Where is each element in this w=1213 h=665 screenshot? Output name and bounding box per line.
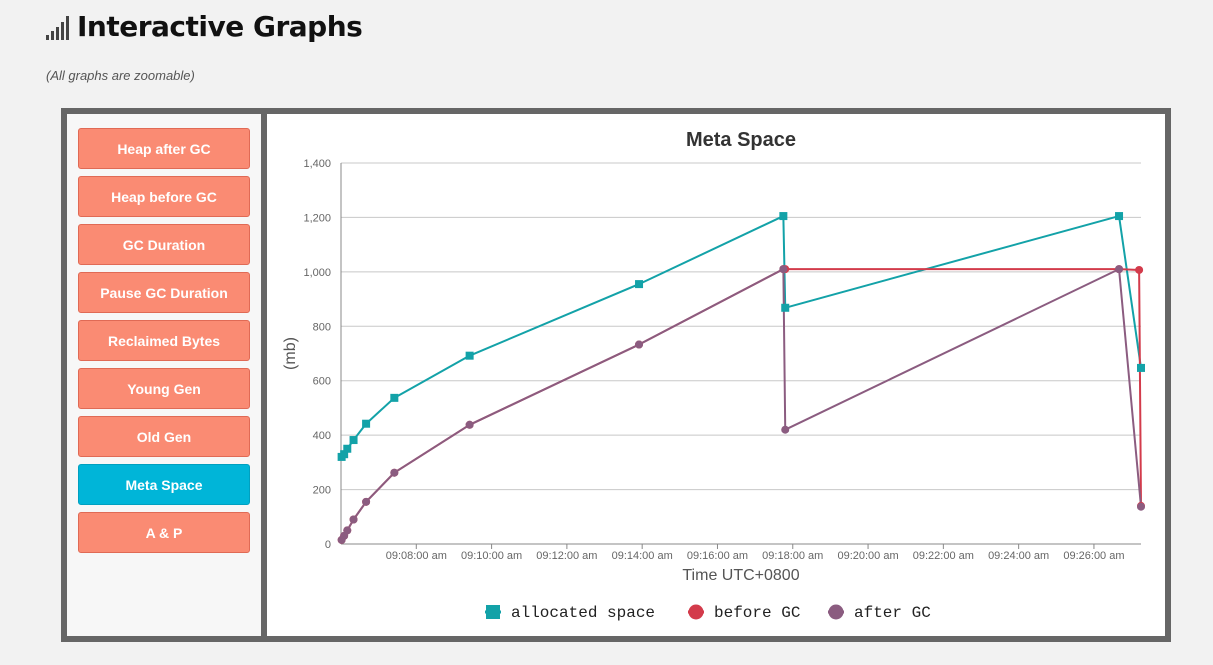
data-point-allocated-space [781,303,790,312]
nav-button-a-and-p[interactable]: A & P [78,512,250,553]
y-tick-label: 1,000 [303,267,331,279]
x-tick-label: 09:26:00 am [1063,550,1124,562]
nav-button-gc-duration[interactable]: GC Duration [78,224,250,265]
y-tick-label: 800 [313,321,331,333]
page-header: Interactive Graphs [46,10,363,43]
nav-button-reclaimed-bytes[interactable]: Reclaimed Bytes [78,320,250,361]
y-tick-label: 0 [325,539,331,551]
page-title: Interactive Graphs [77,10,363,43]
data-point-before-gc [1135,265,1144,274]
data-point-after-gc [781,425,790,434]
data-point-allocated-space [340,450,349,459]
nav-button-heap-before-gc[interactable]: Heap before GC [78,176,250,217]
x-tick-label: 09:18:00 am [762,550,823,562]
data-point-allocated-space [349,436,358,445]
data-point-allocated-space [343,444,352,453]
data-point-allocated-space [465,351,474,360]
y-tick-label: 1,200 [303,212,331,224]
y-axis-title: (mb) [282,337,299,370]
legend-label-before-gc: before GC [714,604,800,622]
data-point-allocated-space [779,212,788,221]
signal-bars-icon [46,14,69,40]
data-point-after-gc [1137,502,1145,511]
x-tick-label: 09:08:00 am [386,550,447,562]
x-tick-label: 09:14:00 am [612,550,673,562]
data-point-allocated-space [362,419,371,428]
x-tick-label: 09:24:00 am [988,550,1049,562]
x-tick-label: 09:20:00 am [837,550,898,562]
y-tick-label: 200 [313,485,331,497]
data-point-allocated-space [635,280,644,289]
data-point-after-gc [343,526,352,535]
x-axis-title: Time UTC+0800 [682,567,799,584]
data-point-after-gc [349,515,358,524]
data-point-allocated-space [1137,363,1145,372]
data-point-after-gc [635,340,644,349]
page-subtitle: (All graphs are zoomable) [46,68,195,83]
y-tick-label: 400 [313,430,331,442]
x-tick-label: 09:10:00 am [461,550,522,562]
graph-sidebar: Heap after GC Heap before GC GC Duration… [67,114,267,636]
data-point-after-gc [779,265,788,274]
legend-label-after-gc: after GC [854,604,931,622]
chart-area[interactable]: Meta Space 0 200 400 600 800 1,000 1,200 1,400 09… [267,114,1165,636]
legend-marker-allocated-space [486,605,500,619]
y-tick-label: 1,400 [303,158,331,170]
data-point-allocated-space [1115,212,1124,221]
graph-panel: Heap after GC Heap before GC GC Duration… [61,108,1171,642]
x-tick-label: 09:16:00 am [687,550,748,562]
nav-button-young-gen[interactable]: Young Gen [78,368,250,409]
legend-marker-after-gc [828,604,844,620]
data-point-after-gc [1115,265,1124,274]
nav-button-pause-gc-duration[interactable]: Pause GC Duration [78,272,250,313]
x-tick-label: 09:22:00 am [913,550,974,562]
nav-button-meta-space[interactable]: Meta Space [78,464,250,505]
data-point-allocated-space [390,393,399,402]
chart-title: Meta Space [686,129,796,151]
data-point-after-gc [362,497,371,506]
legend-marker-before-gc [688,604,704,620]
nav-button-heap-after-gc[interactable]: Heap after GC [78,128,250,169]
x-tick-label: 09:12:00 am [536,550,597,562]
nav-button-old-gen[interactable]: Old Gen [78,416,250,457]
y-tick-label: 600 [313,376,331,388]
legend-label-allocated-space: allocated space [511,604,655,622]
data-point-after-gc [465,420,474,429]
data-point-after-gc [390,468,399,477]
meta-space-chart[interactable]: Meta Space 0 200 400 600 800 1,000 1,200 1,400 09… [267,114,1165,636]
